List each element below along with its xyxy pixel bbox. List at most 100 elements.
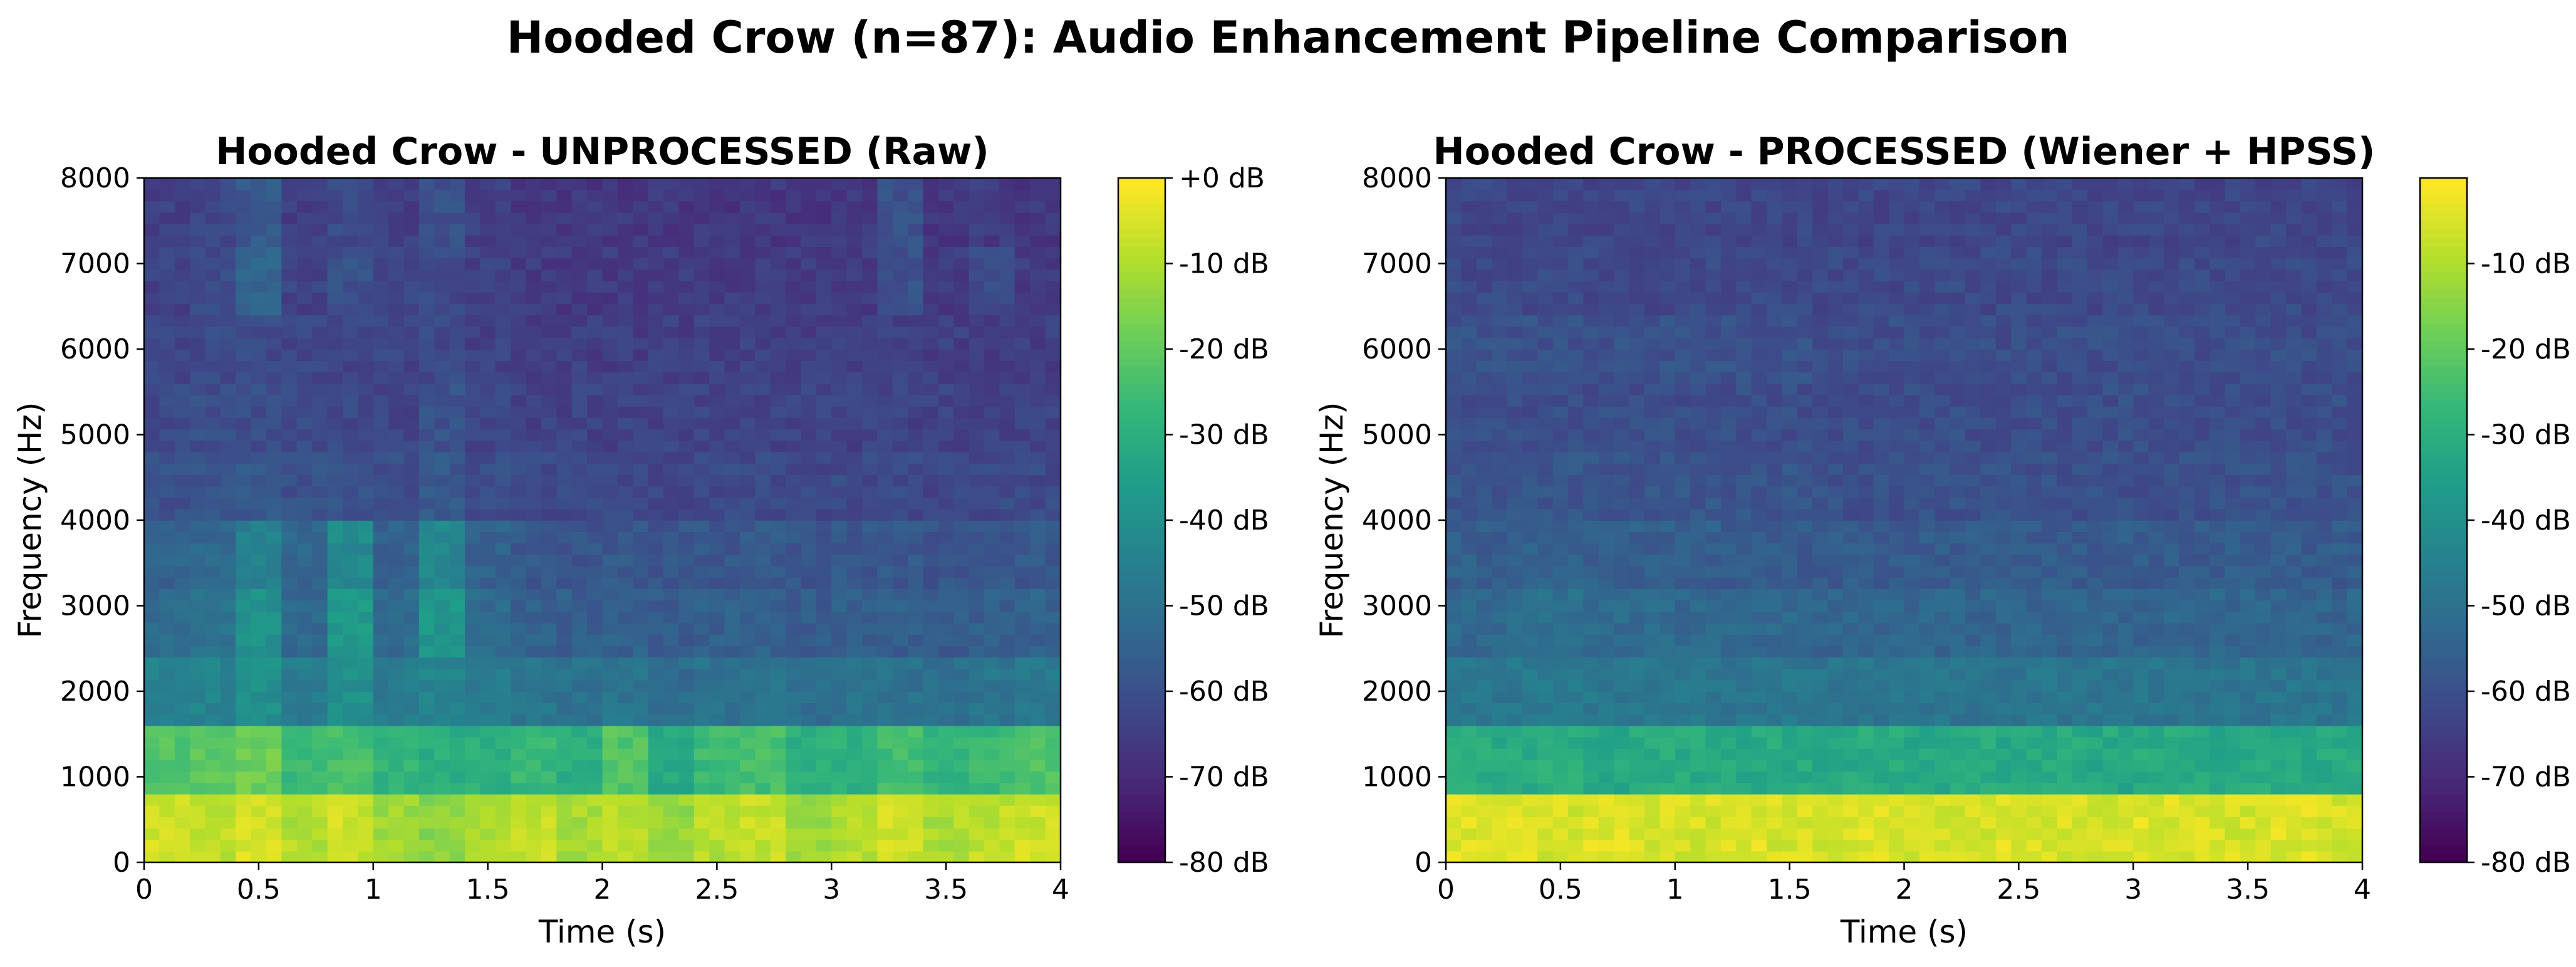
heatmap-cell [617, 212, 634, 224]
heatmap-cell [2225, 748, 2241, 760]
heatmap-cell [205, 725, 221, 738]
heatmap-cell [1614, 771, 1630, 783]
heatmap-cell [846, 520, 863, 532]
heatmap-cell [480, 235, 496, 247]
heatmap-cell [220, 349, 237, 361]
heatmap-cell [296, 280, 313, 293]
heatmap-cell [327, 315, 343, 327]
heatmap-cell [571, 235, 588, 247]
heatmap-cell [1797, 714, 1813, 726]
heatmap-cell [312, 828, 328, 840]
heatmap-cell [1014, 440, 1031, 452]
heatmap-cell [327, 258, 343, 270]
heatmap-cell [1030, 223, 1046, 236]
heatmap-cell [1705, 760, 1722, 772]
heatmap-cell [2240, 679, 2257, 692]
heatmap-cell [1889, 850, 1905, 863]
heatmap-cell [786, 668, 802, 681]
heatmap-cell [908, 349, 924, 361]
heatmap-cell [1492, 634, 1508, 646]
heatmap-cell [1014, 691, 1031, 703]
heatmap-cell [2102, 782, 2119, 795]
heatmap-cell [251, 429, 267, 441]
heatmap-cell [1014, 246, 1031, 259]
heatmap-cell [2011, 850, 2027, 863]
heatmap-cell [984, 588, 1000, 601]
heatmap-cell [1522, 703, 1539, 715]
heatmap-cell [2210, 782, 2226, 795]
heatmap-cell [999, 771, 1015, 783]
heatmap-cell [327, 497, 343, 510]
heatmap-cell [663, 634, 680, 646]
heatmap-cell [190, 280, 206, 293]
heatmap-cell [296, 440, 313, 452]
heatmap-cell [205, 748, 221, 760]
heatmap-cell [251, 246, 267, 259]
heatmap-cell [2286, 725, 2302, 738]
heatmap-cell [343, 600, 359, 612]
heatmap-cell [251, 463, 267, 475]
heatmap-cell [449, 611, 465, 624]
heatmap-cell [2057, 817, 2073, 829]
heatmap-cell [1446, 828, 1462, 840]
heatmap-cell [220, 817, 237, 829]
heatmap-cell [969, 337, 985, 350]
heatmap-cell [831, 223, 848, 236]
heatmap-cell [617, 497, 634, 510]
heatmap-cell [2194, 714, 2210, 726]
heatmap-cell [1919, 679, 1936, 692]
heatmap-cell [1552, 634, 1569, 646]
heatmap-cell [358, 554, 374, 567]
colorbar-segment [1118, 443, 1165, 452]
heatmap-cell [1965, 748, 1981, 760]
heatmap-cell [1751, 646, 1767, 658]
heatmap-cell [739, 600, 756, 612]
heatmap-cell [969, 223, 985, 236]
heatmap-cell [312, 201, 328, 213]
heatmap-cell [1461, 805, 1477, 817]
heatmap-cell [174, 223, 190, 236]
heatmap-cell [892, 634, 908, 646]
heatmap-cell [1614, 850, 1630, 863]
heatmap-cell [266, 349, 283, 361]
heatmap-cell [1030, 337, 1046, 350]
heatmap-cell [495, 451, 511, 464]
heatmap-cell [541, 793, 558, 806]
heatmap-cell [205, 805, 221, 817]
heatmap-cell [388, 828, 405, 840]
heatmap-cell [1030, 486, 1046, 498]
heatmap-cell [236, 782, 252, 795]
heatmap-cell [2347, 748, 2363, 760]
heatmap-cell [617, 269, 634, 281]
heatmap-cell [266, 771, 283, 783]
heatmap-cell [1812, 793, 1829, 806]
heatmap-cell [2210, 714, 2226, 726]
heatmap-cell [296, 691, 313, 703]
heatmap-cell [434, 258, 450, 270]
heatmap-cell [2148, 657, 2164, 669]
heatmap-cell [1045, 486, 1061, 498]
heatmap-cell [984, 793, 1000, 806]
heatmap-cell [312, 508, 328, 521]
heatmap-cell [2286, 782, 2302, 795]
heatmap-cell [1858, 805, 1874, 817]
heatmap-cell [312, 714, 328, 726]
heatmap-cell [465, 657, 481, 669]
heatmap-cell [1461, 622, 1477, 635]
heatmap-cell [403, 622, 420, 635]
heatmap-cell [786, 703, 802, 715]
heatmap-cell [1014, 269, 1031, 281]
heatmap-cell [465, 543, 481, 555]
heatmap-cell [526, 417, 542, 430]
heatmap-cell [1797, 657, 1813, 669]
heatmap-cell [449, 429, 465, 441]
heatmap-cell [587, 463, 603, 475]
heatmap-cell [999, 736, 1015, 749]
heatmap-cell [526, 714, 542, 726]
heatmap-cell [709, 178, 725, 190]
heatmap-cell [571, 315, 588, 327]
heatmap-cell [816, 178, 833, 190]
heatmap-cell [1690, 611, 1706, 624]
heatmap-cell [296, 486, 313, 498]
heatmap-cell [312, 543, 328, 555]
